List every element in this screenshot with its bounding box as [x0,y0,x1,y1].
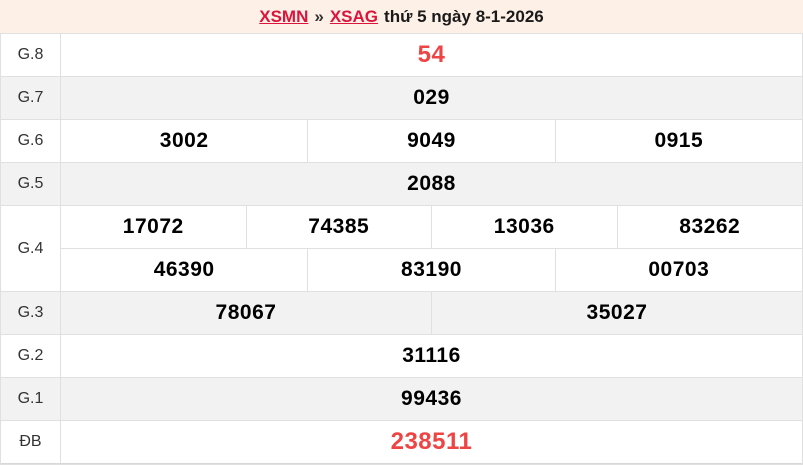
results-table: G.8 54 G.7 029 G.6 3002 9049 0915 G.5 20… [0,33,803,465]
prize-number: 78067 [215,301,277,324]
prize-row-g5: G.5 2088 [1,163,802,206]
prize-number: 99436 [401,387,462,410]
prize-label: G.2 [1,335,61,377]
prize-label: G.6 [1,120,61,162]
prize-row-g8: G.8 54 [1,34,802,77]
prize-row-g4: G.4 17072 74385 13036 83262 46390 83190 … [1,206,802,292]
prize-number: 46390 [153,258,215,281]
prize-number: 13036 [431,206,617,248]
prize-number: 2088 [407,172,456,195]
breadcrumb: XSMN» XSAG thứ 5 ngày 8-1-2026 [0,0,803,33]
prize-number: 35027 [431,292,802,334]
prize-number: 83190 [307,249,554,291]
breadcrumb-separator: » [314,6,324,26]
prize-number: 0915 [554,120,802,162]
prize-number: 029 [413,86,450,109]
prize-label: G.4 [1,206,61,291]
draw-date-text: thứ 5 ngày 8-1-2026 [384,6,544,26]
prize-row-db: ĐB 238511 [1,421,802,464]
prize-number: 3002 [159,129,209,152]
prize-label: ĐB [1,421,61,463]
prize-label: G.7 [1,77,61,119]
prize-row-g3: G.3 78067 35027 [1,292,802,335]
prize-label: G.8 [1,34,61,76]
breadcrumb-link-xsmn[interactable]: XSMN [259,6,309,26]
breadcrumb-link-xsag[interactable]: XSAG [329,6,379,26]
prize-number: 00703 [554,249,802,291]
prize-number: 238511 [390,428,473,455]
prize-row-g7: G.7 029 [1,77,802,120]
prize-label: G.5 [1,163,61,205]
prize-number: 83262 [616,206,803,248]
prize-number: 31116 [402,344,461,367]
prize-label: G.1 [1,378,61,420]
prize-number: 17072 [122,215,184,238]
prize-row-g6: G.6 3002 9049 0915 [1,120,802,163]
prize-number: 54 [417,41,446,68]
prize-number: 9049 [307,120,554,162]
prize-row-g2: G.2 31116 [1,335,802,378]
prize-label: G.3 [1,292,61,334]
prize-number: 74385 [245,206,432,248]
prize-row-g1: G.1 99436 [1,378,802,421]
